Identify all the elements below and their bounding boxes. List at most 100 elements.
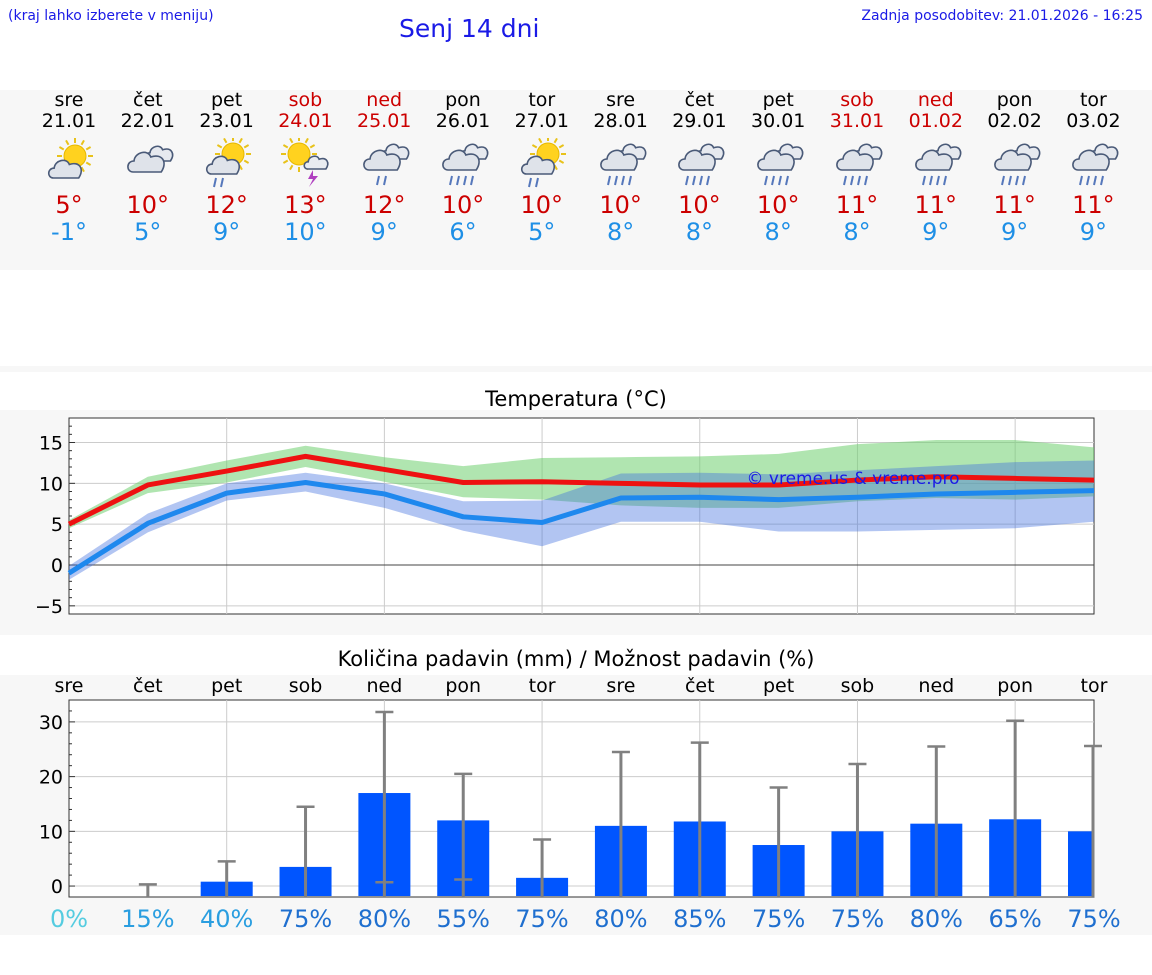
precip-day-label: sob	[841, 675, 875, 697]
sun-cloud-rain-icon	[520, 138, 566, 188]
precip-probability: 80%	[594, 905, 647, 933]
cloud-rain-icon	[442, 143, 489, 186]
temp-min: 6°	[449, 218, 477, 246]
rain-drops	[843, 175, 868, 186]
sun-cloud-thunder-icon	[281, 138, 329, 187]
temp-min: 9°	[922, 218, 950, 246]
temp-min: 8°	[764, 218, 792, 246]
cloud-icon	[126, 145, 174, 173]
rain-drops	[449, 175, 474, 186]
temp-min: 5°	[134, 218, 162, 246]
day-column: sre 28.01 10° 8°	[582, 90, 660, 246]
cloud-shape	[1072, 149, 1111, 171]
cloud-rain-icon	[914, 143, 962, 186]
precip-day-label: tor	[529, 675, 556, 697]
day-date: 30.01	[750, 110, 806, 132]
temp-min: 10°	[284, 218, 327, 246]
temp-min: 9°	[1079, 218, 1108, 246]
cloud-rain-light-icon	[363, 143, 410, 186]
precip-probability: 85%	[673, 905, 726, 933]
precip-day-label: pon	[445, 675, 481, 697]
day-column: pon 26.01 10° 6°	[424, 90, 502, 246]
day-name: pon	[445, 89, 481, 111]
temp-min: 8°	[685, 218, 714, 246]
temp-min: 9°	[370, 218, 398, 246]
day-name: čet	[684, 89, 715, 111]
day-column: pet 23.01 12° 9°	[188, 90, 266, 246]
y-tick-label: 30	[39, 712, 63, 734]
temp-max: 10°	[520, 191, 564, 219]
last-updated: Zadnja posodobitev: 21.01.2026 - 16:25	[861, 8, 1143, 24]
temp-max: 10°	[126, 191, 170, 219]
day-column: sre 21.01 5° -1°	[30, 90, 108, 246]
precip-day-label: sob	[289, 675, 323, 697]
precip-day-label: ned	[366, 675, 402, 697]
cloud-shape	[126, 151, 165, 173]
temp-min: 5°	[528, 218, 556, 246]
min-range-band	[69, 460, 1094, 580]
day-name: ned	[917, 89, 954, 111]
precip-probability: 75%	[515, 905, 568, 933]
day-name: tor	[1079, 89, 1107, 111]
day-column: pon 02.02 11° 9°	[976, 90, 1054, 246]
cloud-rain-icon	[599, 143, 646, 186]
temp-min: 8°	[843, 218, 871, 246]
precip-day-label: tor	[1081, 675, 1108, 697]
y-tick-label: 15	[39, 433, 63, 455]
day-date: 22.01	[120, 110, 175, 132]
precip-probability: 65%	[988, 905, 1041, 933]
cloud-shape	[47, 159, 83, 179]
temp-max: 12°	[362, 191, 406, 219]
day-name: pet	[210, 89, 243, 111]
day-date: 23.01	[199, 110, 254, 132]
precip-probability: 75%	[1067, 905, 1120, 933]
precip-day-label: pet	[211, 675, 242, 697]
day-date: 21.01	[41, 110, 97, 132]
watermark: © vreme.us & vreme.pro	[746, 469, 959, 489]
cloud-shape	[757, 149, 796, 171]
day-column: čet 22.01 10° 5°	[109, 90, 187, 246]
day-name: sob	[840, 89, 874, 111]
day-date: 28.01	[593, 110, 648, 132]
day-name: pet	[762, 89, 794, 111]
cloud-shape	[599, 149, 638, 171]
day-column: sob 31.01 11° 8°	[818, 90, 896, 246]
cloud-rain-icon	[993, 143, 1040, 186]
day-name: sre	[606, 89, 636, 111]
precip-probability: 75%	[752, 905, 805, 933]
precipitation-chart: sre čet pet sob ned pon tor sre čet pet sob ned pon t…	[39, 675, 1121, 933]
cloud-shape	[914, 149, 953, 171]
rain-drops	[1079, 175, 1105, 186]
cloud-shape	[836, 149, 874, 171]
page-title: Senj 14 dni	[399, 14, 540, 43]
precip-day-label: sre	[606, 675, 635, 697]
temperature-chart-title: Temperatura (°C)	[485, 387, 667, 411]
divider	[0, 366, 1152, 372]
cloud-shape	[678, 149, 717, 171]
precip-probability: 0%	[50, 905, 88, 933]
temp-min: -1°	[51, 218, 87, 246]
cloud-rain-icon	[1072, 143, 1119, 186]
y-tick-label: 10	[39, 821, 63, 843]
day-name: čet	[133, 89, 163, 111]
temp-max: 11°	[835, 191, 879, 219]
day-name: tor	[528, 89, 556, 111]
y-tick-label: −5	[35, 596, 63, 618]
rain-drops	[606, 175, 632, 186]
temp-max: 10°	[678, 191, 721, 219]
temp-max: 13°	[284, 191, 327, 219]
rain-drops	[376, 175, 388, 186]
day-date: 02.02	[987, 110, 1042, 132]
y-tick-label: 0	[51, 876, 63, 898]
precip-day-label: čet	[685, 675, 715, 697]
precip-probability: 75%	[279, 905, 332, 933]
rain-drops	[1000, 175, 1026, 186]
rain-drops	[685, 175, 711, 186]
day-name: pon	[996, 89, 1033, 111]
temp-max: 11°	[993, 191, 1036, 219]
precip-probability: 80%	[358, 905, 411, 933]
precip-probability: 55%	[437, 905, 490, 933]
temp-min: 8°	[606, 218, 635, 246]
temp-max: 10°	[441, 191, 485, 219]
day-column: čet 29.01 10° 8°	[660, 90, 738, 246]
